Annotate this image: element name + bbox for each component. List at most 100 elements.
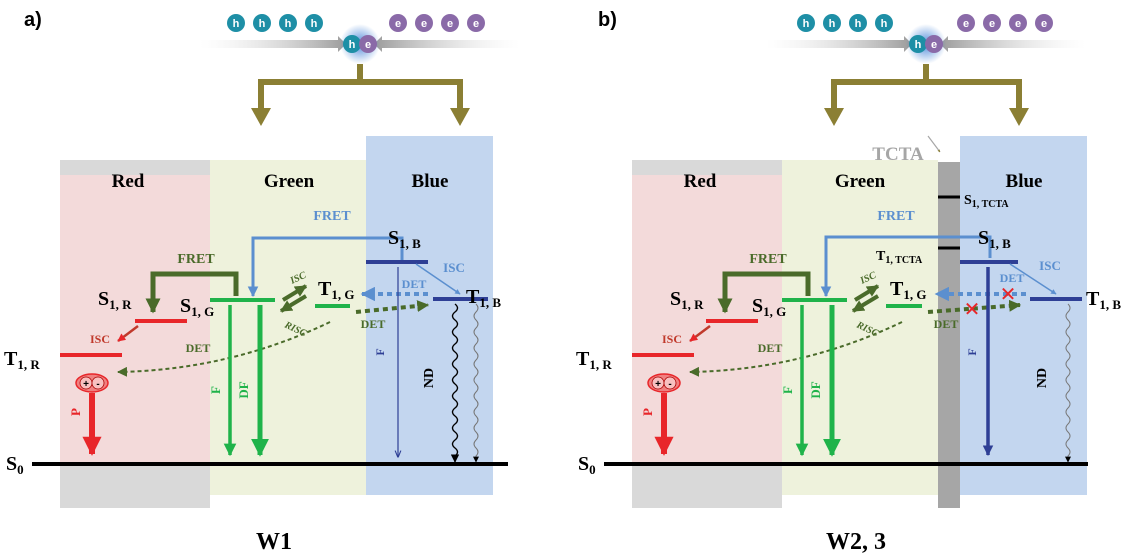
isc-blue-arrow [415,263,461,295]
isc-red-label: ISC [90,332,110,346]
fret-blue-label: FRET [313,209,351,224]
det-lower-arrow [927,299,1022,314]
s0-label: S0 [6,453,24,477]
t1g-label: T1, G [890,278,926,302]
electron-label: e [447,18,453,30]
exciton-splitter [831,64,1022,108]
t1b-label: T1, B [466,286,501,310]
tcta-label: TCTA [872,144,924,165]
s1tcta-label: S1, TCTA [964,193,1009,210]
exciton-hole-icon [909,35,927,53]
det-lower-arrow [355,300,430,314]
t1b-label: T1, B [1086,288,1121,312]
exciton-splitter [258,64,463,108]
fret-green-label: FRET [177,252,215,267]
hole-icon [875,14,893,32]
exciton-hole-icon [343,35,361,53]
isc-red-arrow [117,325,139,342]
s1r-label: S1, R [670,288,704,312]
polaron-minus-icon [91,376,105,390]
tcta-layer [938,162,960,508]
hole-icon [253,14,271,32]
hole-label: h [285,18,292,30]
isc-blue-label: ISC [443,260,465,275]
exciton-hole-label: h [349,39,356,51]
s1g-label: S1, G [180,295,214,319]
exciton-electron-icon [925,35,943,53]
s1b-label: S1, B [978,227,1011,251]
blocked-upper-icon: ✕ [1000,284,1017,306]
exciton-electron-label: e [931,39,937,51]
splitter-arrow-right [450,108,470,126]
nd-squiggle-light [473,303,479,463]
hole-icons [227,14,323,32]
isc-blue-arrow [1009,263,1057,295]
polaron-plus-label: + [83,379,89,390]
det-lower-label: DET [934,317,959,331]
f-blue-label: F [965,348,979,355]
panel-a-caption: W1 [256,529,292,555]
green-region [210,160,366,495]
electron-icon [389,14,407,32]
s1b-label: S1, B [388,227,421,251]
electron-icons [957,14,1053,32]
risc-green-arrow [851,294,880,313]
hole-icon [305,14,323,32]
electron-arrow [940,36,1086,52]
t1g-label: T1, G [318,278,354,302]
blocked-lower-icon: ✕ [964,299,981,321]
panel-a: a) h h h h e e e e [4,9,520,555]
blue-region-label: Blue [1006,171,1043,192]
det-upper-label: DET [1000,271,1025,285]
polaron-minus-label: - [668,379,671,390]
det-long-arrow [117,321,331,377]
t1r-label: T1, R [576,348,612,372]
hole-label: h [803,18,810,30]
nd-label: ND [1035,368,1050,388]
f-green-label: F [780,386,795,394]
s1g-label: S1, G [752,295,786,319]
electron-label: e [963,18,969,30]
polaron-minus-label: - [96,379,99,390]
s1r-label: S1, R [98,288,132,312]
isc-green-arrow [853,284,880,302]
hole-icon [279,14,297,32]
p-label: P [640,408,655,416]
det-upper-label: DET [402,277,427,291]
hole-icons [797,14,893,32]
fret-blue-label: FRET [877,209,915,224]
nd-label: ND [422,368,437,388]
red-region-label: Red [684,171,717,192]
panel-a-tag: a) [24,9,42,31]
splitter-arrow-left [251,108,271,126]
green-region [782,160,938,495]
hole-arrow [766,36,912,52]
electron-icon [415,14,433,32]
carrier-injection: h h h h e e e e h e [200,14,520,64]
green-region-label: Green [835,171,886,192]
exciton-hole-label: h [915,39,922,51]
t1tcta-label: T1, TCTA [876,249,923,266]
electron-label: e [395,18,401,30]
splitter-arrow-right [1009,108,1029,126]
polaron-plus-label: + [655,379,661,390]
electron-label: e [1041,18,1047,30]
fret-green-arrow [717,271,811,314]
det-long-label: DET [186,341,211,355]
carrier-injection: h h h h e e e e h e [766,14,1086,64]
electron-label: e [989,18,995,30]
hole-label: h [311,18,318,30]
hole-icon [823,14,841,32]
exciton-electron-label: e [365,39,371,51]
tcta-pointer [927,135,941,153]
panel-b-tag: b) [598,9,617,31]
fret-green-arrow [145,271,239,314]
panel-b: b) h h h h e e e e [576,9,1121,555]
electron-icon [983,14,1001,32]
det-long-label: DET [758,341,783,355]
blue-region [366,136,493,495]
fret-blue-arrow [820,235,992,298]
electron-icon [441,14,459,32]
risc-green-arrow [279,294,308,313]
